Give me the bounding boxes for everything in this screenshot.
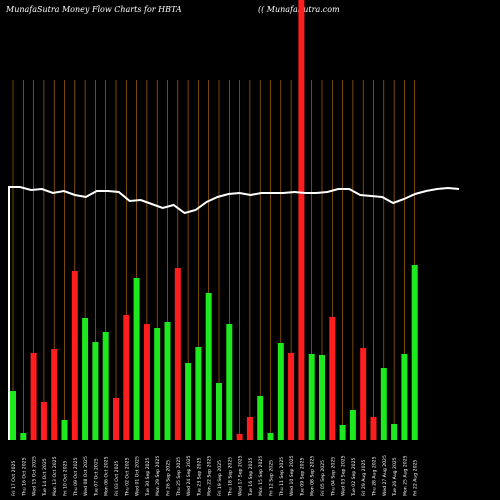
money-flow-bar: [308, 354, 315, 440]
date-tick-label: Wed 17 Sep 2025: [238, 455, 244, 496]
money-flow-bar: [113, 398, 119, 440]
date-tick-label: Fri 29 Aug 2025: [361, 460, 367, 496]
date-tick-label: Tue 16 Sep 2025: [248, 458, 254, 497]
date-tick-label: Fri 12 Sep 2025: [269, 460, 275, 496]
money-flow-bar: [154, 328, 161, 440]
money-flow-bar: [164, 322, 171, 440]
money-flow-bar: [288, 353, 295, 440]
money-flow-bar: [277, 343, 284, 440]
money-flow-bar: [411, 265, 418, 440]
date-tick-label: Mon 06 Oct 2025: [104, 456, 110, 496]
date-tick-label: Fri 03 Oct 2025: [114, 461, 120, 496]
date-tick-label: Fri 10 Oct 2025: [63, 461, 69, 496]
money-flow-bar: [319, 355, 325, 440]
date-tick-label: Mon 08 Sep 2025: [310, 456, 316, 496]
date-tick-label: Thu 09 Oct 2025: [73, 457, 79, 497]
date-tick-label: Fri 22 Aug 2025: [413, 460, 419, 496]
money-flow-bar: [205, 293, 212, 440]
money-flow-bar: [61, 420, 68, 440]
date-tick-label: Fri 26 Sep 2025: [166, 460, 172, 496]
date-tick-label: Tue 09 Sep 2025: [299, 458, 305, 497]
date-tick-label: Mon 15 Sep 2025: [258, 456, 264, 496]
date-tick-label: Fri 05 Sep 2025: [320, 460, 326, 496]
date-tick-label: Thu 18 Sep 2025: [227, 457, 233, 497]
date-tick-label: Tue 14 Oct 2025: [42, 458, 48, 497]
date-tick-label: Wed 08 Oct 2025: [83, 456, 89, 496]
money-flow-line: [8, 186, 460, 440]
money-flow-bar: [51, 349, 58, 440]
money-flow-bar: [20, 433, 27, 440]
date-tick-label: Tue 30 Sep 2025: [145, 458, 151, 497]
date-tick-label: Wed 27 Aug 2025: [382, 455, 388, 496]
money-flow-bar: [71, 271, 78, 440]
date-tick-label: Thu 16 Oct 2025: [21, 457, 27, 497]
money-flow-bar: [267, 433, 274, 440]
date-tick-label: Thu 25 Sep 2025: [176, 457, 182, 497]
date-tick-label: Wed 03 Sep 2025: [341, 455, 347, 496]
money-flow-bar: [92, 342, 99, 440]
highlight-bar: [298, 0, 305, 440]
date-tick-label: Wed 24 Sep 2025: [186, 455, 192, 496]
money-flow-bar: [339, 425, 346, 440]
date-tick-label: Wed 01 Oct 2025: [135, 456, 141, 496]
money-flow-bar: [185, 363, 192, 440]
money-flow-bar: [216, 383, 222, 440]
money-flow-bar: [143, 324, 150, 440]
date-tick-label: Tue 26 Aug 2025: [392, 457, 398, 497]
date-tick-label: Mon 13 Oct 2025: [52, 456, 58, 496]
money-flow-bar: [226, 324, 233, 440]
money-flow-bar: [10, 391, 16, 440]
date-tick-label: Thu 28 Aug 2025: [372, 456, 378, 497]
money-flow-bar: [174, 268, 181, 440]
money-flow-bar: [82, 318, 89, 440]
date-tick-label: Tue 23 Sep 2025: [196, 458, 202, 497]
money-flow-bar: [401, 354, 408, 440]
date-tick-label: Wed 15 Oct 2025: [32, 456, 38, 496]
money-flow-bar: [246, 417, 253, 440]
money-flow-bar: [380, 368, 387, 440]
money-flow-bar: [133, 278, 140, 440]
money-flow-bar: [236, 434, 243, 440]
money-flow-bar: [195, 347, 202, 440]
date-tick-label: Tue 07 Oct 2025: [93, 458, 99, 497]
date-tick-label: Tue 02 Sep 2025: [351, 458, 357, 497]
money-flow-bar: [370, 417, 377, 440]
money-flow-bar: [102, 332, 109, 440]
date-tick-label: Wed 10 Sep 2025: [289, 455, 295, 496]
money-flow-bar: [123, 315, 130, 440]
date-tick-label: Mon 25 Aug 2025: [402, 455, 408, 496]
money-flow-bar: [30, 353, 37, 440]
date-tick-label: Mon 22 Sep 2025: [207, 456, 213, 496]
money-flow-bar: [40, 402, 47, 440]
money-flow-bar: [257, 396, 264, 440]
date-tick-label: Thu 02 Oct 2025: [124, 457, 130, 497]
date-tick-label: Thu 11 Sep 2025: [279, 457, 285, 497]
date-tick-label: Fri 19 Sep 2025: [217, 460, 223, 496]
money-flow-bar: [360, 348, 367, 440]
money-flow-bar: [329, 317, 336, 440]
date-tick-label: Fri 17 Oct 2025: [11, 461, 17, 496]
money-flow-bar: [391, 424, 398, 440]
date-tick-label: Mon 29 Sep 2025: [155, 456, 161, 496]
money-flow-bar: [349, 410, 356, 440]
date-tick-label: Thu 04 Sep 2025: [330, 457, 336, 497]
chart-title: MunafaSutra Money Flow Charts for HBTA: [6, 5, 182, 14]
